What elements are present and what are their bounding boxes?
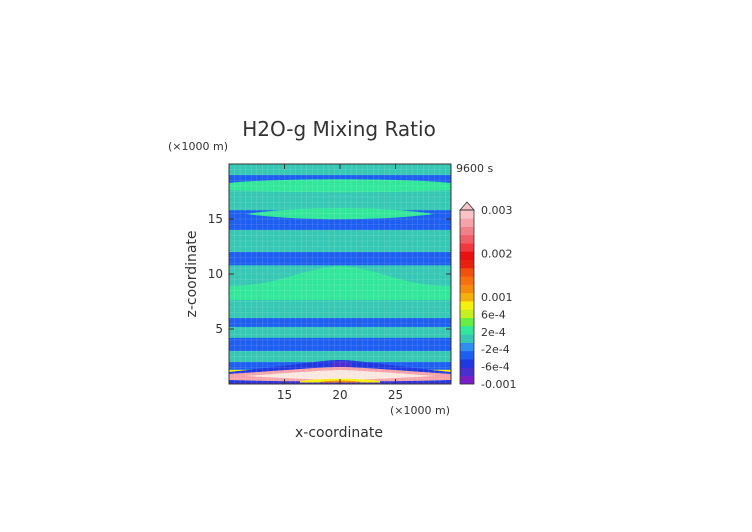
band-7 — [229, 318, 451, 327]
colorbar-swatch — [460, 276, 474, 285]
y-axis-label: z-coordinate — [184, 230, 200, 317]
colorbar-label: -6e-4 — [481, 361, 510, 374]
colorbar-swatch — [460, 326, 474, 335]
colorbar-swatch — [460, 367, 474, 377]
colorbar-swatch — [460, 259, 474, 269]
x-tick-label: 20 — [332, 388, 347, 402]
colorbar-label: -2e-4 — [481, 343, 510, 356]
dark-core — [330, 361, 352, 368]
colorbar-swatch — [460, 234, 474, 244]
x-unit-label: (×1000 m) — [390, 404, 450, 417]
colorbar-label: 2e-4 — [481, 326, 506, 339]
colorbar-swatch — [460, 359, 474, 368]
colorbar-swatch — [460, 350, 474, 360]
band-10 — [229, 230, 451, 252]
y-tick-label: 15 — [208, 212, 223, 226]
moist-core — [245, 370, 435, 380]
y-tick-label: 10 — [208, 267, 223, 281]
colorbar-label: 0.001 — [481, 291, 513, 304]
chart-title: H2O-g Mixing Ratio — [242, 117, 436, 141]
contour-field — [229, 164, 451, 384]
colorbar-frame — [459, 209, 475, 385]
colorbar-swatch — [460, 218, 474, 227]
colorbar-label: -0.001 — [481, 378, 516, 391]
colorbar-label: 0.002 — [481, 248, 513, 261]
green-lobe-upper — [229, 179, 451, 193]
colorbar-swatch — [460, 317, 474, 327]
colorbar-swatch — [460, 342, 474, 352]
band-5 — [229, 337, 451, 351]
band-9 — [229, 252, 451, 266]
green-hump-11km — [229, 266, 451, 300]
band-6 — [229, 326, 451, 338]
band-14 — [229, 164, 451, 175]
colorbar-swatch — [460, 210, 474, 219]
colorbar-label: 0.003 — [481, 204, 513, 217]
colorbar-extend-arrow — [459, 201, 475, 211]
colorbar-swatch — [460, 251, 474, 261]
band-4 — [229, 351, 451, 362]
time-label: 9600 s — [456, 162, 493, 175]
colorbar-swatch — [460, 226, 474, 236]
colorbar-swatch — [460, 243, 474, 252]
colorbar: 0.003 0.002 0.001 6e-4 2e-4 -2e-4 -6e-4 -0.001 — [459, 201, 516, 391]
x-tick-label: 15 — [277, 388, 292, 402]
colorbar-label: 6e-4 — [481, 308, 506, 321]
colorbar-swatch — [460, 309, 474, 319]
y-unit-label: (×1000 m) — [168, 140, 228, 153]
x-tick-label: 25 — [388, 388, 403, 402]
y-tick-label: 5 — [215, 322, 223, 336]
colorbar-swatch — [460, 268, 474, 277]
x-axis-label: x-coordinate — [295, 425, 383, 441]
green-lobe-16km — [246, 208, 434, 220]
colorbar-swatch — [460, 375, 474, 385]
colorbar-swatch — [460, 292, 474, 302]
colorbar-swatch — [460, 301, 474, 310]
colorbar-swatch — [460, 334, 474, 343]
colorbar-swatch — [460, 284, 474, 294]
